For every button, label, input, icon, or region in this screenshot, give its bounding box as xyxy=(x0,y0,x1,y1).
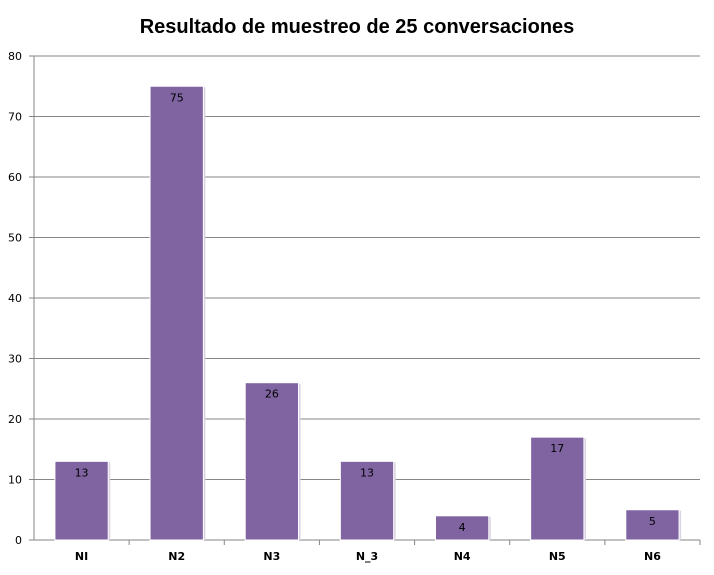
bar xyxy=(54,460,109,541)
y-tick-label: 70 xyxy=(8,111,22,124)
chart-title: Resultado de muestreo de 25 conversacion… xyxy=(140,16,575,38)
y-tick-label: 40 xyxy=(8,292,22,305)
x-tick-label: N_3 xyxy=(356,550,378,563)
data-label: 4 xyxy=(459,521,466,534)
x-tick-label: N6 xyxy=(644,550,661,563)
data-label: 26 xyxy=(265,388,279,401)
bar xyxy=(339,460,395,541)
y-tick-label: 60 xyxy=(8,171,22,184)
data-label: 13 xyxy=(360,466,374,479)
y-axis-ticks: 0 10 20 30 40 50 60 70 80 xyxy=(8,50,34,547)
data-label: 17 xyxy=(550,442,564,455)
y-tick-label: 80 xyxy=(8,50,22,63)
data-label: 75 xyxy=(170,91,184,104)
y-tick-label: 0 xyxy=(15,534,22,547)
x-axis-ticks: NI N2 N3 N_3 N4 N5 N6 xyxy=(75,540,701,563)
x-tick-label: N5 xyxy=(549,550,566,563)
data-labels: 13 75 26 13 4 17 5 xyxy=(75,91,656,534)
x-tick-label: NI xyxy=(75,550,88,563)
y-tick-label: 20 xyxy=(8,413,22,426)
data-label: 13 xyxy=(75,466,89,479)
x-tick-label: N3 xyxy=(263,550,280,563)
gridlines xyxy=(34,55,700,480)
bars xyxy=(54,85,682,541)
bar xyxy=(244,382,299,541)
bar xyxy=(149,85,204,541)
bar xyxy=(625,509,680,541)
y-tick-label: 30 xyxy=(8,353,22,366)
x-tick-label: N4 xyxy=(454,550,471,563)
y-tick-label: 50 xyxy=(8,232,22,245)
bar xyxy=(435,515,490,541)
data-label: 5 xyxy=(649,515,656,528)
y-tick-label: 10 xyxy=(8,474,22,487)
x-tick-label: N2 xyxy=(168,550,185,563)
bar xyxy=(530,436,585,541)
